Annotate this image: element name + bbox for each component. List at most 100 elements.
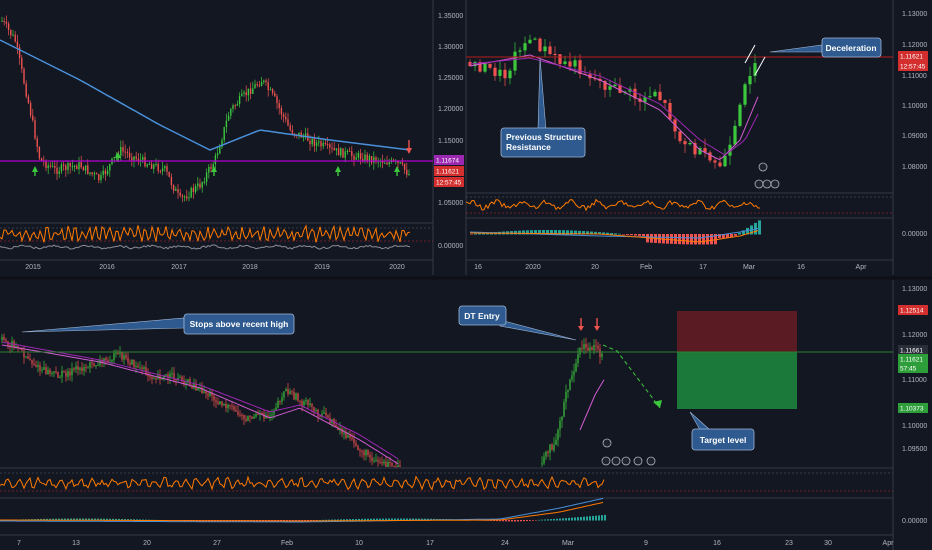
intraday-tag-bg [898,305,928,315]
intraday-candle [569,379,571,390]
intraday-histogram-bar [370,518,372,521]
daily-signal-badge [754,179,764,189]
intraday-histogram-bar [124,519,126,521]
intraday-histogram-bar [376,518,378,521]
daily-histogram-bar [730,234,733,238]
daily-histogram-bar [522,230,525,235]
intraday-candle [229,404,231,406]
weekly-candle [62,164,65,166]
weekly-candle [23,68,25,84]
daily-candle [518,50,522,52]
intraday-histogram-bar [112,518,114,521]
daily-histogram-bar [710,234,713,245]
projected-path [602,344,661,409]
daily-candle [658,91,662,101]
weekly-candle [287,119,289,126]
weekly-candle [313,138,316,146]
intraday-candle [191,385,193,389]
intraday-price-label: 1.09500 [902,446,927,453]
intraday-tag-label: 1.11661 [900,348,923,355]
daily-histogram-bar [670,234,673,244]
stop-zone [677,311,797,352]
resistance-callout-line-1: Previous Structure [506,132,582,142]
intraday-histogram-bar [133,519,135,521]
daily-price-label: 1.09000 [902,133,927,140]
weekly-date-label: 2015 [25,264,41,271]
daily-histogram-bar [510,231,513,235]
weekly-candle [18,47,21,59]
weekly-candle [346,150,349,152]
intraday-date-label: 13 [72,540,80,547]
daily-price-label: 1.13000 [902,11,927,18]
weekly-candle [351,151,353,156]
daily-price-label: 1.11000 [902,73,927,80]
intraday-candle [315,409,317,411]
intraday-histogram-bar [94,518,96,521]
intraday-histogram-bar [532,520,534,521]
daily-histogram-bar [614,233,617,235]
weekly-candle [27,96,30,103]
intraday-candle [59,376,61,378]
intraday-candle [41,369,43,371]
intraday-candle [153,378,155,380]
intraday-histogram-bar [70,518,72,521]
daily-histogram-bar [578,230,581,235]
intraday-candle [47,369,49,374]
intraday-candle [379,461,381,463]
intraday-histogram-bar [520,520,522,522]
weekly-up-arrow [335,166,341,172]
daily-candle [618,84,622,93]
intraday-candle [133,359,135,368]
weekly-candle [95,173,98,175]
intraday-macd-line [0,497,604,523]
intraday-histogram-bar [553,518,555,521]
weekly-candle [219,147,221,154]
intraday-candle [107,360,109,363]
intraday-candle [277,400,279,408]
intraday-candle [317,409,319,416]
intraday-date-label: 17 [426,540,434,547]
intraday-candle [97,364,99,366]
daily-histogram-bar [594,231,597,235]
intraday-histogram-bar [346,519,348,521]
intraday-candle [205,391,207,394]
intraday-histogram-bar [79,518,81,521]
intraday-candle [555,439,557,445]
intraday-tag-bg [898,403,928,413]
weekly-date-label: 2018 [242,264,258,271]
intraday-histogram-bar [64,518,66,521]
intraday-candle [163,375,165,379]
daily-histogram-bar [638,234,641,236]
intraday-candle [253,416,255,419]
weekly-candle [258,85,261,87]
intraday-candle [173,373,175,380]
daily-histogram-bar [630,234,633,236]
weekly-candle [406,169,408,175]
weekly-candle [181,195,184,197]
weekly-candle [150,164,153,169]
weekly-tag-label: 1.11674 [436,158,459,165]
intraday-candle [289,391,291,395]
resistance-callout-label: Previous Structure Resistance [506,132,584,152]
intraday-candle [303,401,305,406]
intraday-candle [595,345,597,347]
weekly-candle [34,120,36,139]
intraday-candle [243,415,245,419]
weekly-candle [324,142,327,145]
intraday-candle [369,455,371,458]
intraday-candle [267,415,269,417]
intraday-candle [575,363,577,372]
daily-histogram-bar [526,230,529,235]
intraday-histogram-bar [103,518,105,521]
intraday-histogram-bar [364,518,366,521]
intraday-candle [593,345,595,351]
intraday-candle [95,365,97,367]
intraday-tag-bg [898,363,928,373]
intraday-histogram-bar [589,516,591,521]
intraday-candle [211,392,213,396]
intraday-candle [49,369,51,374]
intraday-candle [21,348,23,351]
weekly-candle [362,159,364,162]
daily-tag-label: 12:57:45 [900,64,926,71]
weekly-candle [122,146,124,152]
